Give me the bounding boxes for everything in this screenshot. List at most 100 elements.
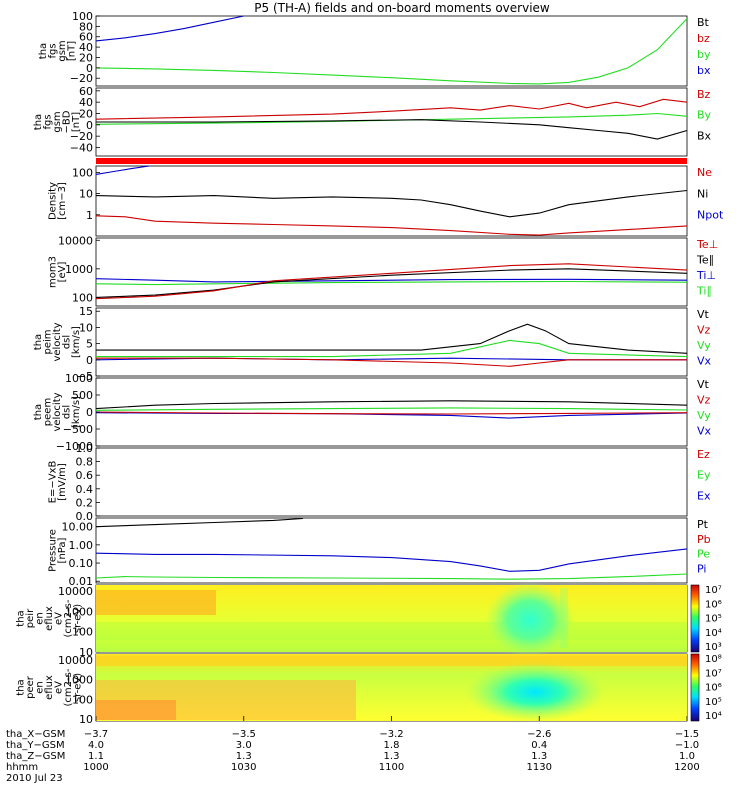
series-by	[95, 18, 688, 85]
legend-entry: Ne	[697, 166, 712, 179]
y-axis-label: peem	[43, 398, 54, 426]
x-row-label: tha_Y−GSM	[6, 740, 65, 751]
series-Te∥	[95, 268, 688, 298]
y-axis-label: eflux	[44, 675, 55, 700]
y-axis-label: en	[35, 681, 46, 694]
legend-entry: Npot	[697, 209, 724, 222]
series-Ti∥	[95, 280, 688, 286]
y-tick-label: 80	[79, 20, 93, 33]
legend-entry: bz	[697, 32, 710, 45]
y-tick-label: 0.4	[76, 483, 94, 496]
y-tick-label: 100	[72, 10, 93, 23]
y-tick-label: 1000	[65, 263, 93, 276]
legend-entry: Vy	[697, 339, 711, 352]
series-Vz	[95, 411, 688, 415]
x-row-label: hhmm	[6, 762, 38, 773]
y-tick-label: 100	[72, 626, 93, 639]
series-Vy	[95, 407, 688, 411]
y-tick-label: 10	[79, 713, 93, 726]
heatmap-electron-image	[96, 654, 687, 722]
y-axis-label: (cm2-s-	[63, 668, 74, 706]
x-tick-label: −3.2	[379, 729, 403, 740]
y-axis-label: fgs	[47, 43, 58, 58]
y-tick-label: 1000	[65, 372, 93, 385]
legend-entry: Ti∥	[696, 285, 712, 298]
y-axis-label: mom3	[47, 256, 58, 288]
y-axis-label: tha	[33, 334, 44, 350]
x-tick-label: 1100	[379, 762, 404, 773]
y-axis-label: [nPa]	[57, 537, 68, 563]
y-axis-label: [cm−3]	[57, 182, 68, 220]
legend-entry: Vt	[697, 308, 710, 321]
legend-entry: Pb	[697, 533, 711, 546]
colorbar-electron	[690, 653, 700, 722]
x-tick-label: 4.0	[88, 740, 104, 751]
legend-entry: Ti⊥	[696, 269, 716, 282]
x-tick-label: 0.4	[531, 740, 547, 751]
y-tick-label: 0	[86, 119, 93, 132]
y-tick-label: 100	[72, 693, 93, 706]
y-axis-label: eflux	[44, 606, 55, 631]
legend-entry: by	[697, 48, 711, 61]
panel-frame	[95, 237, 688, 307]
y-tick-label: 40	[79, 41, 93, 54]
series-By	[95, 112, 688, 125]
y-tick-label: 0.2	[76, 496, 94, 509]
x-tick-label: −2.6	[527, 729, 551, 740]
y-tick-label: 100	[72, 291, 93, 304]
y-tick-label: 20	[79, 51, 93, 64]
date-label: 2010 Jul 23	[6, 773, 63, 784]
legend-entry: Ey	[697, 469, 711, 482]
series-bx	[95, 15, 244, 42]
y-tick-label: 100	[72, 166, 93, 179]
y-axis-label: −BD	[62, 110, 73, 133]
y-axis-label: dsl	[62, 335, 73, 349]
y-tick-label: 15	[79, 305, 93, 318]
series-Pt	[95, 517, 303, 528]
colorbar-tick-label: 10⁸	[705, 654, 722, 665]
panels: 100806040200−20thafgsgsm[nT]Btbzbybx6040…	[16, 10, 724, 726]
y-axis-label: [nT]	[71, 112, 82, 132]
y-tick-label: 0	[86, 62, 93, 75]
colorbar-tick-label: 10⁵	[705, 614, 722, 625]
y-tick-label: 500	[72, 389, 93, 402]
series-Npot	[95, 165, 150, 175]
y-axis-label: gsm	[52, 111, 63, 132]
y-axis-label: sr-eV)	[73, 604, 84, 633]
y-tick-label: 10000	[58, 585, 93, 598]
x-axis-labels: tha_X−GSM −3.7 −3.5 −3.2 −2.6 −1.5 tha_Y−GSM 4.…	[6, 716, 700, 784]
series-Vz	[96, 357, 687, 367]
colorbar-tick-label: 10⁶	[705, 599, 722, 610]
x-tick-label: 1030	[231, 762, 256, 773]
y-tick-label: 1.0	[76, 442, 94, 455]
y-axis-label: dsl	[62, 405, 73, 419]
y-axis-label: peer	[25, 675, 36, 699]
x-tick-label: 1000	[83, 762, 108, 773]
y-axis-label: [km/s]	[71, 396, 82, 428]
separator-bar	[96, 158, 687, 164]
y-axis-label: eV	[54, 681, 65, 694]
series-Ne	[95, 215, 688, 236]
y-tick-label: −500	[63, 423, 93, 436]
series-Pe	[95, 573, 688, 580]
panel-4: 10000 1000 100 mom3[eV] Te⊥ Te∥ Ti⊥ Ti∥	[47, 234, 718, 307]
y-axis-label: Pressure	[47, 529, 58, 572]
colorbar-tick-label: 10³	[705, 642, 722, 653]
colorbar-ion	[690, 584, 700, 653]
y-tick-label: 0.10	[69, 557, 94, 570]
legend-entry: Vy	[697, 409, 711, 422]
x-tick-label: 1.0	[679, 751, 695, 762]
panel-frame	[95, 377, 688, 447]
y-tick-label: 1000	[65, 605, 93, 618]
y-tick-label: 10	[79, 646, 93, 659]
x-tick-label: −1.5	[675, 729, 699, 740]
series-Ni	[95, 189, 688, 218]
colorbar-tick-label: 10⁷	[705, 668, 722, 679]
y-axis-label: velocity	[52, 392, 63, 431]
y-tick-label: 60	[79, 85, 93, 98]
y-tick-label: 0	[86, 406, 93, 419]
colorbar-tick-label: 10⁴	[705, 628, 722, 639]
